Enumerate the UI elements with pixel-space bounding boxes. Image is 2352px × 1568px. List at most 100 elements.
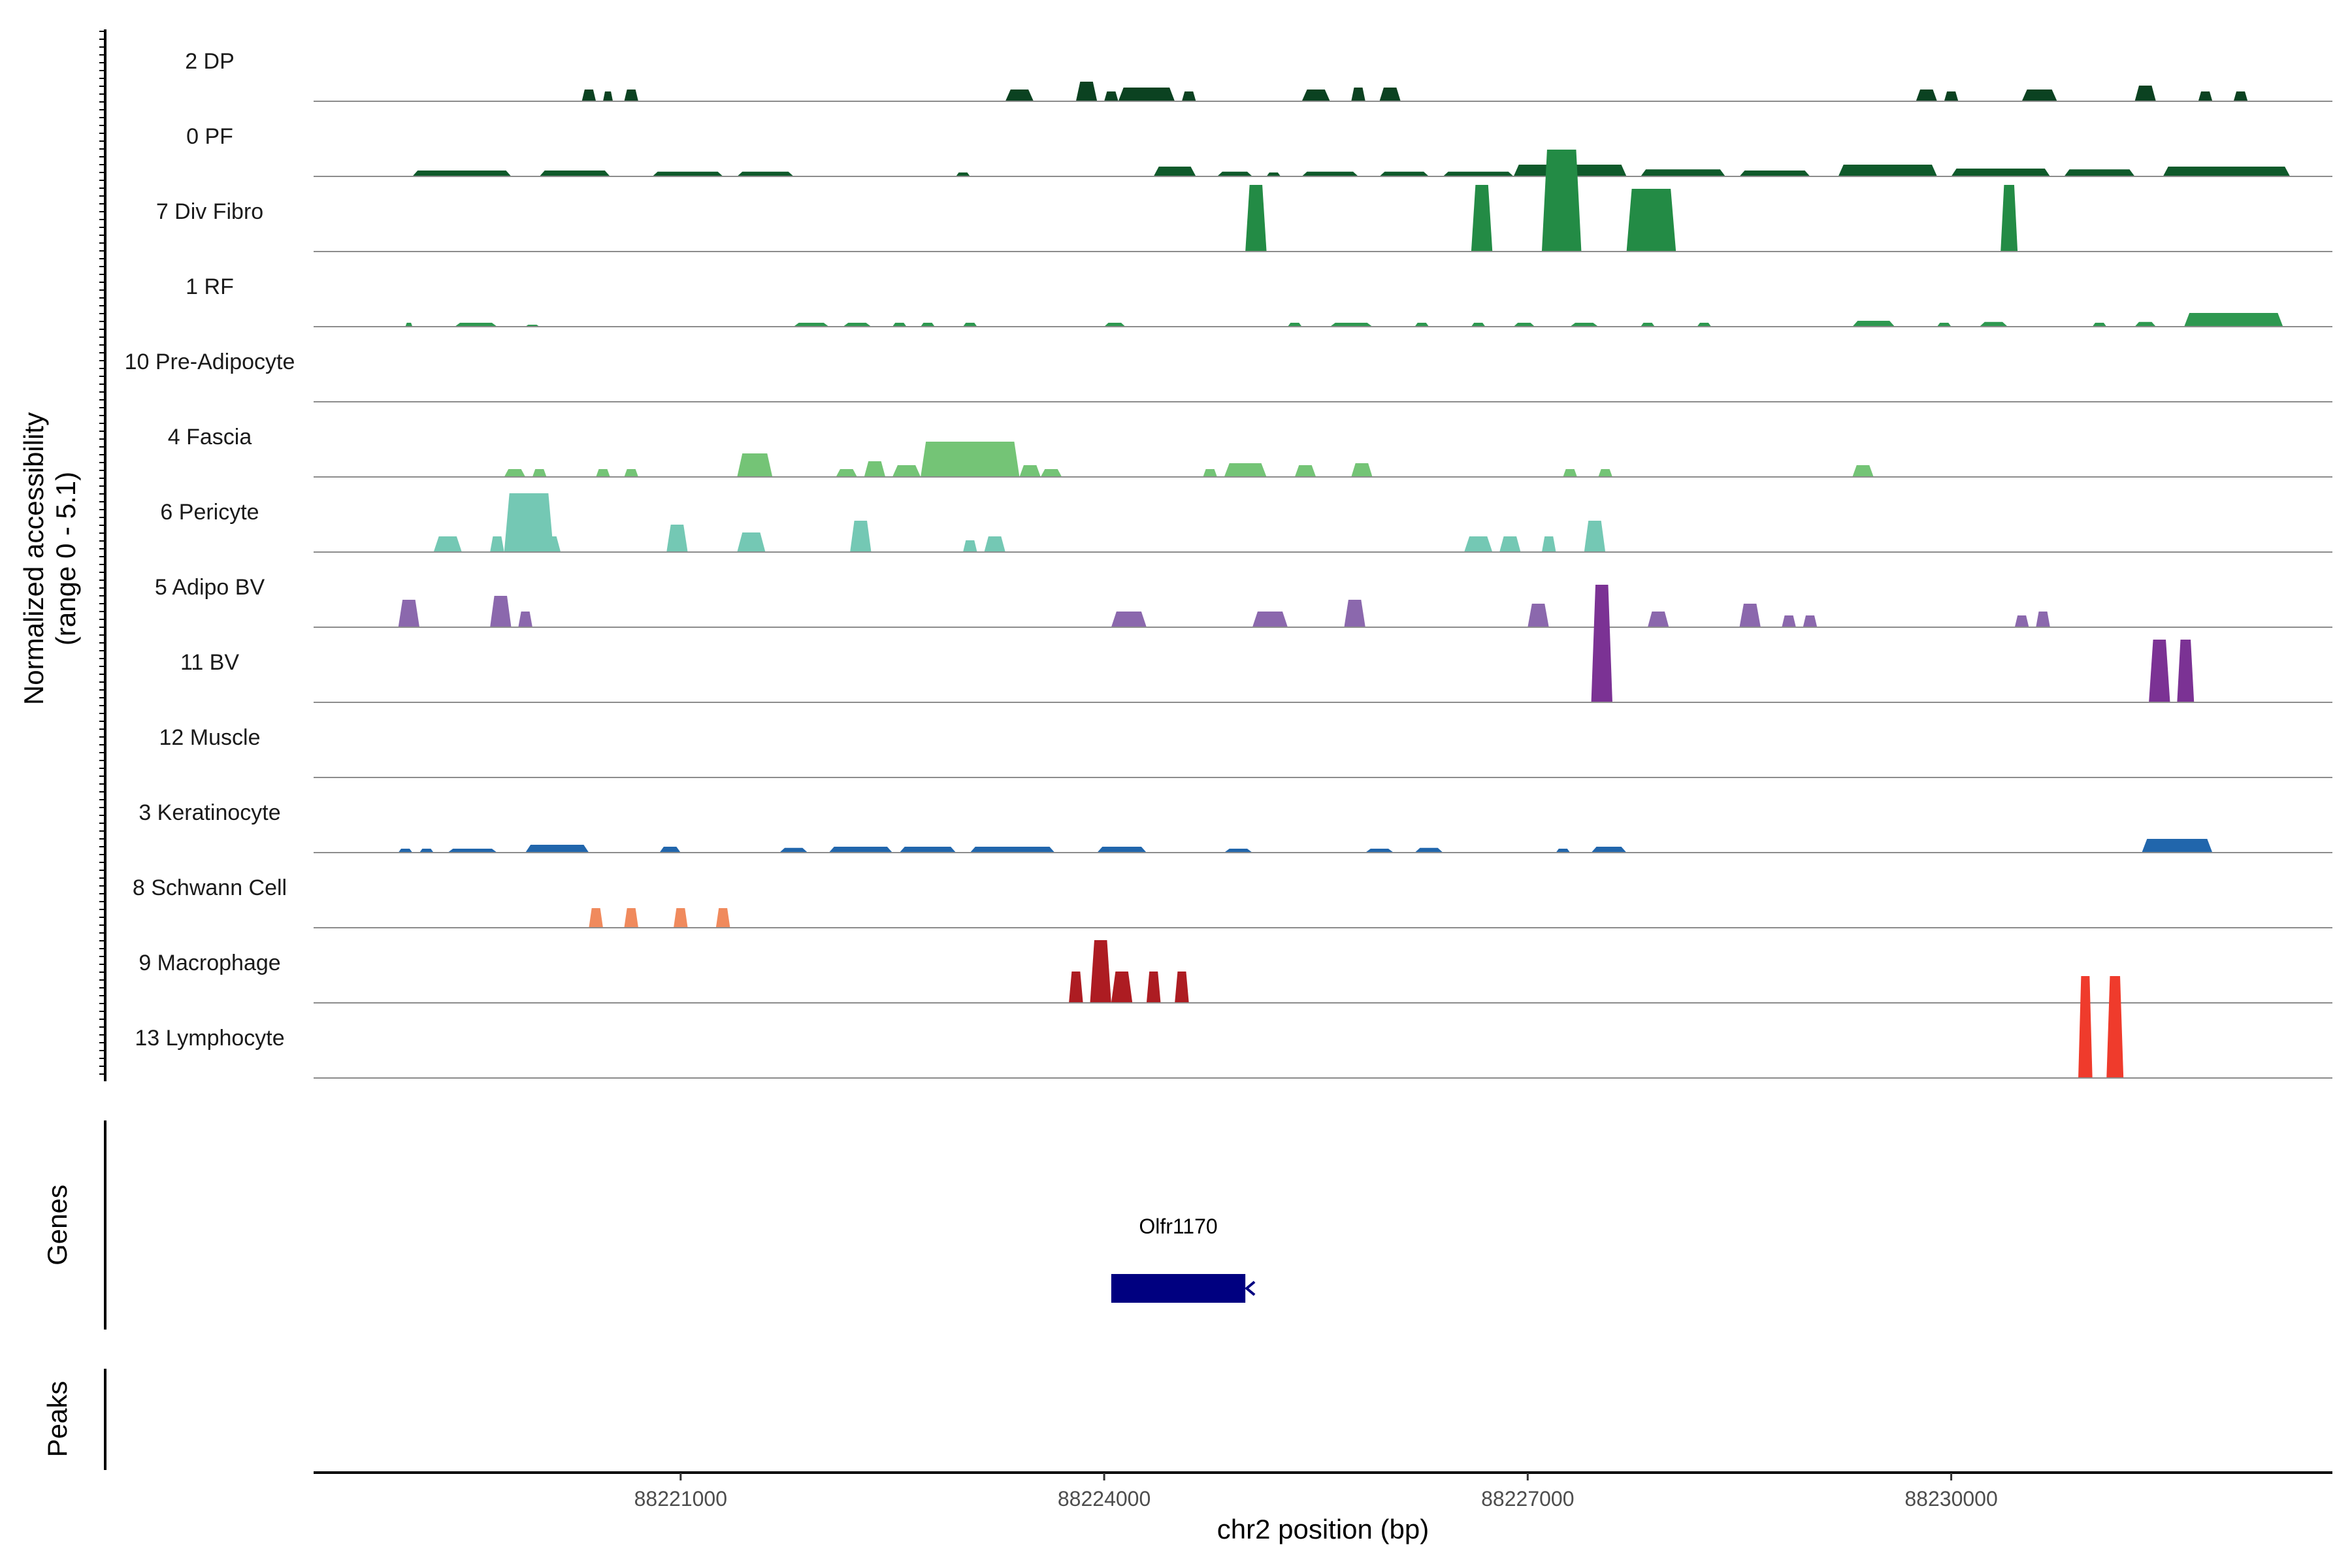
accessibility-peak xyxy=(921,442,1020,477)
accessibility-peak xyxy=(1598,469,1612,477)
accessibility-peak xyxy=(1563,469,1577,477)
accessibility-peak xyxy=(1111,612,1147,627)
track-label: 13 Lymphocyte xyxy=(135,1026,284,1051)
x-tick-label: 88227000 xyxy=(1481,1487,1574,1511)
accessibility-peak xyxy=(1641,169,1725,176)
accessibility-peak xyxy=(504,469,526,477)
accessibility-peak xyxy=(737,171,794,176)
accessibility-peak xyxy=(715,908,730,928)
accessibility-peak xyxy=(1944,91,1959,101)
accessibility-peak xyxy=(1513,323,1535,327)
accessibility-peak xyxy=(1527,604,1549,627)
accessibility-peak xyxy=(1443,171,1514,176)
accessibility-peak xyxy=(892,323,907,327)
track-label: 6 Pericyte xyxy=(160,500,259,525)
accessibility-peak xyxy=(836,469,857,477)
track-11: 3 Keratinocyte xyxy=(139,800,2332,853)
accessibility-peak xyxy=(1301,90,1330,101)
accessibility-peak xyxy=(1245,185,1267,252)
accessibility-peak xyxy=(1641,323,1655,327)
track-3: 7 Div Fibro xyxy=(156,150,2332,252)
accessibility-peak xyxy=(962,540,977,552)
accessibility-peak xyxy=(1181,91,1196,101)
accessibility-peak xyxy=(1069,972,1083,1003)
accessibility-peak xyxy=(525,845,589,853)
track-10: 12 Muscle xyxy=(159,725,2332,778)
accessibility-peak xyxy=(1146,972,1161,1003)
accessibility-peak xyxy=(532,469,547,477)
accessibility-peak xyxy=(2134,321,2156,327)
x-tick-label: 88221000 xyxy=(634,1487,727,1511)
accessibility-peak xyxy=(1224,849,1252,853)
accessibility-peak xyxy=(412,171,512,176)
accessibility-peak xyxy=(1005,90,1034,101)
accessibility-peak xyxy=(1556,849,1571,853)
accessibility-peak xyxy=(2036,612,2050,627)
accessibility-peak xyxy=(1936,323,1952,327)
accessibility-peak xyxy=(433,536,462,552)
accessibility-peak xyxy=(1118,88,1175,101)
accessibility-peak xyxy=(1782,615,1796,627)
accessibility-peak xyxy=(1365,849,1394,853)
accessibility-peak xyxy=(398,849,413,853)
track-label: 8 Schwann Cell xyxy=(133,875,287,900)
accessibility-peak xyxy=(1471,185,1493,252)
accessibility-peak xyxy=(1414,847,1443,853)
gene-track: Olfr1170 xyxy=(1111,1215,1256,1303)
accessibility-peak xyxy=(624,908,638,928)
accessibility-peak xyxy=(1464,536,1493,552)
accessibility-peak xyxy=(1852,465,1874,477)
track-label: 2 DP xyxy=(185,49,235,74)
accessibility-peak xyxy=(1252,612,1288,627)
accessibility-peak xyxy=(2177,640,2195,702)
accessibility-peak xyxy=(1379,88,1401,101)
accessibility-peak xyxy=(596,469,610,477)
accessibility-peak xyxy=(2092,323,2107,327)
track-label: 0 PF xyxy=(186,124,233,149)
accessibility-peak xyxy=(1097,847,1147,853)
track-6: 4 Fascia xyxy=(168,425,2332,478)
accessibility-peak xyxy=(1175,972,1189,1003)
track-14: 13 Lymphocyte xyxy=(135,976,2332,1079)
accessibility-peak xyxy=(737,532,766,552)
x-tick-label: 88230000 xyxy=(1904,1487,1997,1511)
track-label: 10 Pre-Adipocyte xyxy=(125,350,295,374)
accessibility-peak xyxy=(1951,169,2050,176)
accessibility-peak xyxy=(1626,189,1676,252)
accessibility-peak xyxy=(1916,90,1937,101)
accessibility-peak xyxy=(1294,465,1316,477)
accessibility-peak xyxy=(455,323,497,327)
accessibility-peak xyxy=(2106,976,2124,1078)
accessibility-peak xyxy=(602,91,613,101)
accessibility-peak xyxy=(737,453,773,477)
x-tick-label: 88224000 xyxy=(1058,1487,1151,1511)
accessibility-peak xyxy=(1351,463,1373,477)
accessibility-peak xyxy=(1111,972,1133,1003)
x-axis-title: chr2 position (bp) xyxy=(1217,1514,1429,1544)
accessibility-peak xyxy=(490,596,512,627)
accessibility-peak xyxy=(2134,86,2156,101)
accessibility-peak xyxy=(1266,172,1281,176)
accessibility-peak xyxy=(2198,91,2213,101)
accessibility-peak xyxy=(1351,88,1365,101)
accessibility-peak xyxy=(1414,323,1429,327)
track-8: 5 Adipo BV xyxy=(155,575,2332,628)
accessibility-peak xyxy=(921,323,935,327)
accessibility-peak xyxy=(1330,323,1373,327)
accessibility-peak xyxy=(1803,615,1818,627)
track-12: 8 Schwann Cell xyxy=(133,875,2332,928)
accessibility-peak xyxy=(2184,313,2283,327)
accessibility-peak xyxy=(652,171,723,176)
accessibility-peak xyxy=(1591,847,1627,853)
accessibility-peak xyxy=(674,908,688,928)
track-label: 11 BV xyxy=(180,650,239,675)
track-7: 6 Pericyte xyxy=(160,493,2332,553)
accessibility-peak xyxy=(899,847,956,853)
accessibility-peak xyxy=(539,171,610,176)
accessibility-peak xyxy=(962,323,977,327)
genes-panel-label: Genes xyxy=(42,1184,73,1266)
accessibility-peak xyxy=(864,461,886,477)
accessibility-peak xyxy=(1344,600,1365,627)
accessibility-peak xyxy=(1019,465,1041,477)
